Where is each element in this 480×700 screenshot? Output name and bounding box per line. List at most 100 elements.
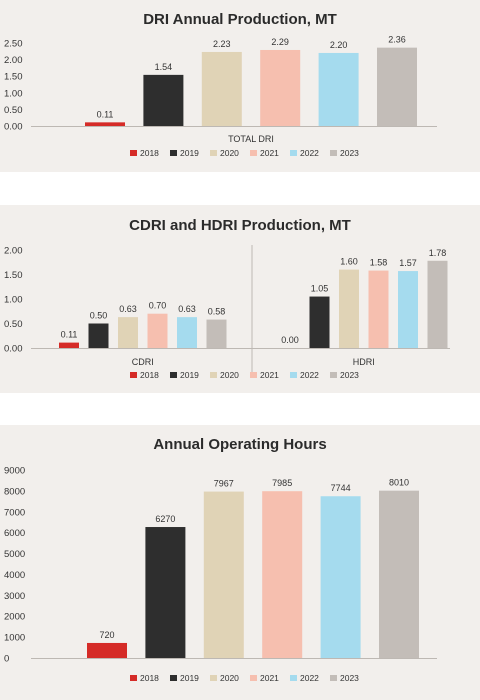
data-label: 0.63	[119, 304, 137, 314]
bar-2020	[203, 491, 244, 658]
legend-label: 2022	[300, 148, 319, 158]
bar-2023	[427, 260, 448, 348]
y-tick-label: 0.50	[4, 105, 23, 116]
category-label: HDRI	[353, 357, 375, 367]
data-label: 7744	[331, 483, 351, 493]
y-tick-label: 0.00	[4, 344, 23, 355]
legend-swatch-2023	[330, 675, 337, 681]
legend-label: 2020	[220, 673, 239, 683]
category-label: CDRI	[132, 357, 154, 367]
legend-label: 2021	[260, 148, 279, 158]
y-tick-label: 1.50	[4, 72, 23, 83]
data-label: 0.11	[97, 109, 114, 119]
bar-2020	[339, 269, 359, 348]
bar-2021	[262, 491, 303, 658]
dri-annual-production-panel: DRI Annual Production, MT 0.00 0.50 1.00 1.…	[0, 0, 480, 172]
legend-label: 2021	[260, 370, 279, 380]
legend-label: 2018	[140, 370, 159, 380]
annual-operating-hours-panel: Annual Operating Hours 0 1000 2000 3000 4000…	[0, 425, 480, 700]
y-tick-label: 7000	[4, 507, 25, 518]
legend-label: 2020	[220, 370, 239, 380]
category-label: TOTAL DRI	[228, 134, 274, 144]
bar-2023	[379, 490, 419, 658]
legend-swatch-2023	[330, 372, 337, 378]
cdri-hdri-production-panel: CDRI and HDRI Production, MT 0.00 0.50 1.0…	[0, 205, 480, 393]
bar-2019	[309, 296, 330, 348]
bar-2022	[318, 52, 359, 126]
bar-2022	[320, 496, 361, 658]
data-label: 720	[99, 630, 114, 640]
y-tick-label: 9000	[4, 466, 25, 477]
chart-title: CDRI and HDRI Production, MT	[129, 217, 351, 234]
bar-2018	[85, 122, 125, 126]
legend-swatch-2018	[130, 675, 137, 681]
legend-label: 2018	[140, 673, 159, 683]
data-label: 7985	[272, 478, 292, 488]
data-label: 2.23	[213, 39, 231, 49]
data-label: 1.57	[399, 258, 417, 268]
data-label: 0.58	[208, 307, 226, 317]
bar-2021	[368, 270, 389, 348]
legend-swatch-2023	[330, 150, 337, 156]
legend-swatch-2020	[210, 372, 217, 378]
bar-2019	[143, 74, 184, 126]
y-tick-label: 6000	[4, 528, 25, 539]
data-label: 2.29	[271, 37, 289, 47]
annual-operating-hours-chart: 0 1000 2000 3000 4000 5000 6000 7000 8000 9000 720…	[4, 466, 437, 683]
data-label: 7967	[214, 479, 234, 489]
data-label: 1.54	[155, 62, 173, 72]
legend-swatch-2018	[130, 150, 137, 156]
data-label: 1.78	[429, 248, 447, 258]
bar-2022	[177, 317, 197, 348]
bar-2020	[118, 317, 138, 348]
chart-title: DRI Annual Production, MT	[143, 11, 337, 28]
legend-swatch-2021	[250, 675, 257, 681]
data-label: 1.58	[370, 258, 388, 268]
legend-swatch-2022	[290, 372, 297, 378]
data-label: 8010	[389, 478, 409, 488]
legend-swatch-2019	[170, 372, 177, 378]
data-label: 6270	[155, 514, 175, 524]
y-tick-label: 4000	[4, 570, 25, 581]
legend-swatch-2021	[250, 372, 257, 378]
bar-2019	[145, 527, 186, 658]
data-label: 0.11	[61, 330, 78, 340]
chart-title: Annual Operating Hours	[153, 436, 327, 453]
y-tick-label: 2.00	[4, 246, 23, 257]
legend-label: 2022	[300, 673, 319, 683]
data-label: 1.05	[311, 284, 329, 294]
legend-swatch-2022	[290, 150, 297, 156]
bar-2018	[59, 342, 79, 348]
legend-label: 2018	[140, 148, 159, 158]
y-tick-label: 1.00	[4, 88, 23, 99]
legend-swatch-2019	[170, 150, 177, 156]
legend-label: 2021	[260, 673, 279, 683]
legend-swatch-2021	[250, 150, 257, 156]
bar-2018	[87, 642, 127, 658]
legend-label: 2022	[300, 370, 319, 380]
data-label: 2.36	[388, 35, 406, 45]
y-tick-label: 0.50	[4, 319, 23, 330]
data-label: 0.00	[281, 335, 299, 345]
data-label: 0.63	[178, 304, 196, 314]
legend-label: 2019	[180, 370, 199, 380]
y-tick-label: 1000	[4, 633, 25, 644]
y-tick-label: 0	[4, 654, 9, 665]
y-tick-label: 0.00	[4, 122, 23, 133]
y-tick-label: 3000	[4, 591, 25, 602]
cdri-hdri-production-chart: 0.00 0.50 1.00 1.50 2.00 0.11 0.50 0.63 0.70 0.63…	[4, 245, 450, 380]
legend-swatch-2020	[210, 675, 217, 681]
legend-swatch-2020	[210, 150, 217, 156]
bar-2020	[201, 51, 242, 126]
dri-annual-production-chart: 0.00 0.50 1.00 1.50 2.00 2.50 0.11 1.54 2.23 2.29…	[4, 35, 437, 158]
legend-label: 2023	[340, 370, 359, 380]
legend-label: 2023	[340, 673, 359, 683]
data-label: 0.70	[149, 301, 167, 311]
y-tick-label: 2.00	[4, 55, 23, 66]
y-tick-label: 8000	[4, 486, 25, 497]
legend-label: 2020	[220, 148, 239, 158]
legend-swatch-2018	[130, 372, 137, 378]
y-tick-label: 1.50	[4, 270, 23, 281]
y-tick-label: 2.50	[4, 39, 23, 50]
bar-2021	[260, 49, 301, 126]
